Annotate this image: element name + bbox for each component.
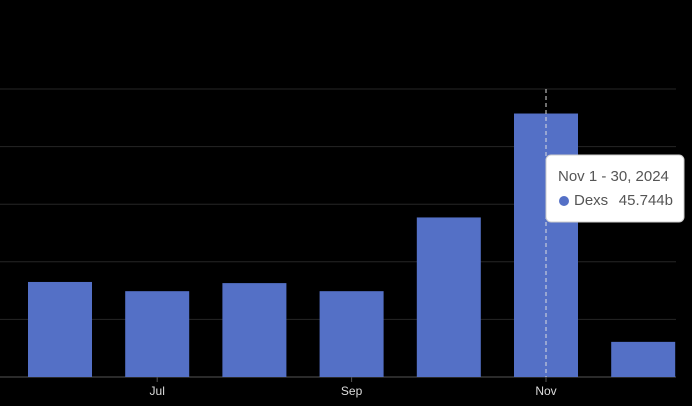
- tooltip-box: [545, 154, 685, 223]
- bar: [222, 283, 287, 377]
- tooltip-series-name: Dexs: [574, 192, 608, 209]
- tooltip-value: 45.744b: [619, 192, 673, 209]
- bar: [28, 281, 92, 377]
- bar: [125, 291, 190, 377]
- bar: [611, 341, 676, 377]
- x-tick-label: Sep: [341, 384, 363, 398]
- legend-marker: [559, 196, 569, 206]
- bar: [319, 291, 384, 377]
- tooltip-title: Nov 1 - 30, 2024: [558, 168, 669, 185]
- x-tick-label: Jul: [150, 384, 165, 398]
- tooltip: Nov 1 - 30, 2024 Dexs 45.744b: [545, 154, 685, 223]
- x-tick-label: Nov: [535, 384, 556, 398]
- bar: [416, 217, 481, 377]
